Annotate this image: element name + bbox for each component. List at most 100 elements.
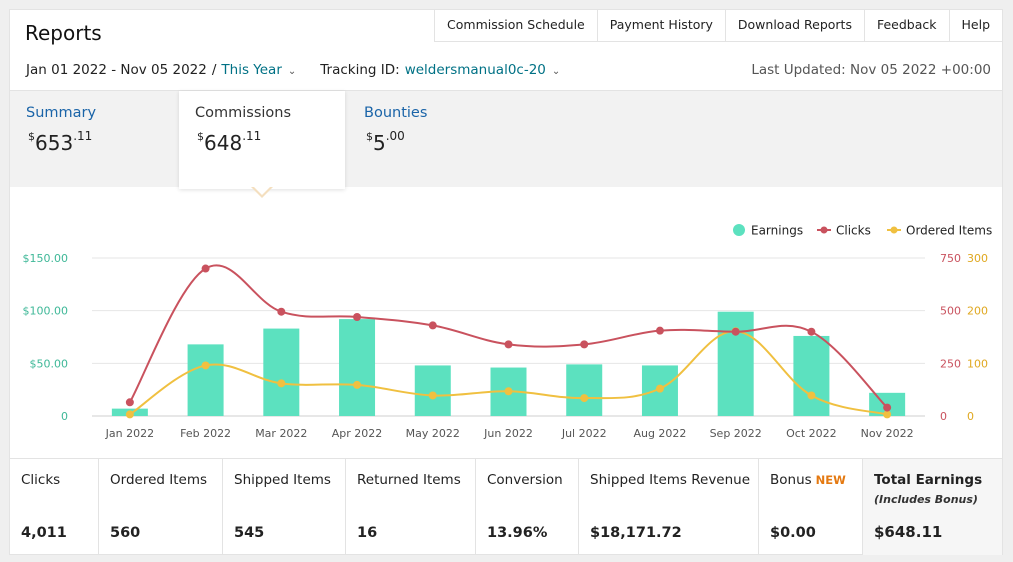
clicks-line <box>128 264 888 409</box>
y-right-ordered-tick: 0 <box>967 410 974 423</box>
clicks-point <box>883 403 892 412</box>
stat-bonus: Bonus NEW $0.00 <box>759 459 863 555</box>
legend-swatch <box>733 224 745 236</box>
stat-shipped-revenue: Shipped Items Revenue $18,171.72 <box>579 459 759 555</box>
chevron-down-icon[interactable]: ⌄ <box>551 65 561 77</box>
ordered-items-point <box>655 384 664 393</box>
stat-label: Clicks <box>21 472 61 488</box>
x-tick-label: Mar 2022 <box>255 427 307 440</box>
stat-label: Shipped Items Revenue <box>590 472 751 488</box>
clicks-point <box>277 307 286 316</box>
clicks-point <box>428 321 437 330</box>
tab-label: Commissions <box>195 105 292 121</box>
ordered-items-point <box>125 410 134 419</box>
legend-label: Clicks <box>836 224 871 238</box>
stat-ordered-items: Ordered Items 560 <box>99 459 223 555</box>
ordered-items-point <box>580 394 589 403</box>
y-right-clicks-tick: 250 <box>940 357 961 370</box>
stat-label: Conversion <box>487 472 563 488</box>
clicks-point <box>353 312 362 321</box>
stat-label: Total Earnings <box>874 472 983 488</box>
legend-label: Ordered Items <box>906 224 992 238</box>
stat-total-earnings: Total Earnings (Includes Bonus) $648.11 <box>863 459 1002 555</box>
stat-shipped-items: Shipped Items 545 <box>223 459 346 555</box>
earnings-bar <box>793 335 830 416</box>
earnings-bar <box>187 344 224 416</box>
ordered-items-point <box>428 391 437 400</box>
stat-label: Shipped Items <box>234 472 331 488</box>
stat-returned-items: Returned Items 16 <box>346 459 476 555</box>
x-tick-label: Jun 2022 <box>483 427 533 440</box>
stat-value: 560 <box>110 525 141 541</box>
ordered-items-point <box>201 361 210 370</box>
stat-value: 4,011 <box>21 525 67 541</box>
stats-row: Clicks 4,011 Ordered Items 560 Shipped I… <box>10 458 1002 555</box>
commission-schedule-link[interactable]: Commission Schedule <box>435 10 598 42</box>
legend-swatch <box>890 226 898 234</box>
clicks-point <box>201 264 210 273</box>
top-nav: Commission Schedule Payment History Down… <box>434 10 1002 42</box>
date-separator: / <box>211 62 217 78</box>
y-right-ordered-tick: 200 <box>967 305 988 318</box>
ordered-items-point <box>807 391 816 400</box>
summary-tabs: Summary $653.11 Commissions $648.11 Boun… <box>10 90 1002 189</box>
stat-value: $648.11 <box>874 523 943 541</box>
date-preset-dropdown[interactable]: This Year <box>221 62 282 78</box>
stat-label: Bonus NEW <box>770 472 846 488</box>
clicks-point <box>655 326 664 335</box>
download-reports-link[interactable]: Download Reports <box>725 10 865 42</box>
earnings-bar <box>263 328 300 416</box>
reports-card: Reports Commission Schedule Payment Hist… <box>9 9 1003 555</box>
filter-bar: Jan 01 2022 - Nov 05 2022 / This Year ⌄ … <box>26 62 584 78</box>
ordered-items-point <box>277 379 286 388</box>
tracking-label: Tracking ID: <box>320 62 400 78</box>
date-range: Jan 01 2022 - Nov 05 2022 <box>26 62 207 78</box>
x-tick-label: Apr 2022 <box>332 427 383 440</box>
stat-conversion: Conversion 13.96% <box>476 459 579 555</box>
x-tick-label: Jul 2022 <box>561 427 607 440</box>
x-tick-label: Jan 2022 <box>105 427 154 440</box>
y-right-clicks-tick: 750 <box>940 252 961 265</box>
stat-value: $0.00 <box>770 525 816 541</box>
legend-label: Earnings <box>751 224 803 238</box>
stat-value: 13.96% <box>487 525 548 541</box>
tracking-id-dropdown[interactable]: weldersmanual0c-20 <box>404 62 546 78</box>
tab-value: $648.11 <box>197 129 262 155</box>
clicks-point <box>731 327 740 336</box>
stat-label: Returned Items <box>357 472 461 488</box>
clicks-point <box>807 327 816 336</box>
tab-bounties[interactable]: Bounties $5.00 <box>364 91 514 187</box>
y-left-tick: $150.00 <box>23 252 69 265</box>
legend-swatch <box>820 226 828 234</box>
stat-clicks: Clicks 4,011 <box>10 459 99 555</box>
clicks-point <box>504 340 513 349</box>
y-left-tick: 0 <box>61 410 68 423</box>
earnings-bar <box>414 365 451 416</box>
y-right-clicks-tick: 500 <box>940 305 961 318</box>
earnings-bar <box>566 364 603 416</box>
x-tick-label: Oct 2022 <box>786 427 837 440</box>
chevron-down-icon[interactable]: ⌄ <box>287 65 297 77</box>
tab-commissions[interactable]: Commissions $648.11 <box>179 91 345 189</box>
feedback-link[interactable]: Feedback <box>864 10 950 42</box>
tab-summary[interactable]: Summary $653.11 <box>26 91 176 187</box>
payment-history-link[interactable]: Payment History <box>597 10 726 42</box>
ordered-items-point <box>504 387 513 396</box>
y-right-clicks-tick: 0 <box>940 410 947 423</box>
tab-label: Summary <box>26 105 97 121</box>
earnings-bar <box>339 319 376 416</box>
y-right-ordered-tick: 300 <box>967 252 988 265</box>
tab-label: Bounties <box>364 105 428 121</box>
help-link[interactable]: Help <box>949 10 1002 42</box>
x-tick-label: Nov 2022 <box>861 427 914 440</box>
x-tick-label: Aug 2022 <box>633 427 686 440</box>
ordered-items-point <box>353 380 362 389</box>
tab-value: $5.00 <box>366 129 405 155</box>
y-left-tick: $100.00 <box>23 305 69 318</box>
x-tick-label: May 2022 <box>406 427 460 440</box>
last-updated: Last Updated: Nov 05 2022 +00:00 <box>751 62 991 78</box>
stat-label: Ordered Items <box>110 472 207 488</box>
y-right-ordered-tick: 100 <box>967 357 988 370</box>
clicks-point <box>580 340 589 349</box>
x-tick-label: Feb 2022 <box>180 427 231 440</box>
